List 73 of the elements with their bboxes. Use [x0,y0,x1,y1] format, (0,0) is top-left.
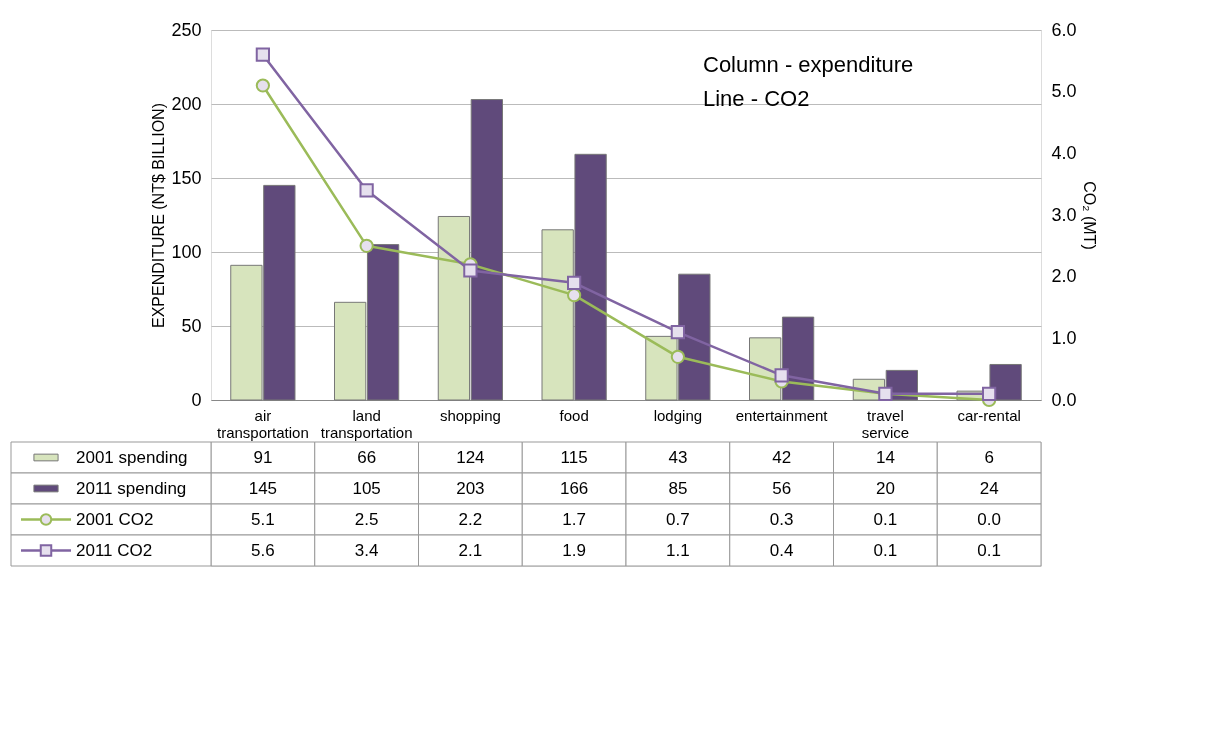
y-tick-label: 200 [171,93,202,114]
x-tick-label: entertainment [735,406,829,424]
point [359,238,374,253]
data-label: 2.5 [354,509,379,529]
annotation: Column - expenditure [703,52,914,77]
data-label: 166 [559,478,589,498]
data-label: 1.7 [562,509,586,529]
data-label: 145 [248,478,278,498]
y-tick-label: 250 [171,19,202,40]
y2-tick-label: 2.0 [1051,266,1077,287]
data-label: 43 [668,447,688,467]
point [255,78,270,93]
data-label: 105 [352,478,381,498]
point [774,368,789,383]
data-label: 2.1 [458,540,483,560]
data-label: 5.6 [251,540,275,560]
data-label: 85 [668,478,688,498]
y-tick-label: 100 [171,241,202,262]
y2-tick-label: 0.0 [1051,389,1077,410]
y2-axis-title: CO₂ (MT) [1080,181,1098,250]
y-tick-label: 150 [171,167,202,188]
x-tick-label: air transportation [217,406,309,441]
legend-label: 2011 CO2 [76,540,153,560]
data-label: 1.1 [666,540,690,560]
point [463,263,478,278]
data-label: 124 [456,447,485,467]
data-label: 0.1 [977,540,1001,560]
data-label: 6 [984,447,994,467]
data-label: 56 [772,478,792,498]
data-label: 91 [253,447,273,467]
data-label: 0.1 [873,540,898,560]
y2-tick-label: 6.0 [1051,19,1077,40]
data-label: 2.2 [458,509,483,529]
point [982,386,997,401]
x-tick-label: shopping [439,406,501,424]
y2-tick-label: 5.0 [1051,81,1077,102]
legend-label: 2011 spending [76,478,187,498]
x-tick-label: car-rental [957,406,1021,424]
x-tick-label: land transportation [320,406,413,441]
bar [989,363,1022,401]
data-label: 0.1 [873,509,898,529]
point [670,325,685,340]
point [255,47,270,62]
y2-tick-label: 1.0 [1051,327,1077,348]
annotation: Line - CO2 [703,86,810,111]
data-label: 5.1 [251,509,275,529]
data-label: 115 [560,447,588,467]
data-label: 203 [456,478,485,498]
data-label: 66 [357,447,377,467]
y-tick-label: 0 [191,389,202,410]
data-label: 20 [875,478,895,498]
y2-tick-label: 3.0 [1051,204,1077,225]
data-label: 1.9 [562,540,586,560]
y-tick-label: 50 [181,315,202,336]
data-label: 0.7 [666,509,690,529]
point [359,183,374,198]
x-tick-label: food [559,406,589,424]
data-label: 0.0 [977,509,1001,529]
data-label: 0.4 [769,540,794,560]
y-axis-title: EXPENDITURE (NT$ BILLION) [150,103,168,328]
legend-label: 2001 spending [76,447,188,467]
data-label: 3.4 [354,540,379,560]
data-label: 0.3 [769,509,794,529]
x-tick-label: travel service [861,406,910,441]
x-tick-label: lodging [653,406,703,424]
point [567,288,582,303]
point [567,275,582,290]
legend-label: 2001 CO2 [76,509,154,529]
data-label: 14 [875,447,895,467]
data-label: 42 [772,447,792,467]
y2-tick-label: 4.0 [1051,142,1077,163]
data-label: 24 [979,478,999,498]
point [670,349,685,364]
